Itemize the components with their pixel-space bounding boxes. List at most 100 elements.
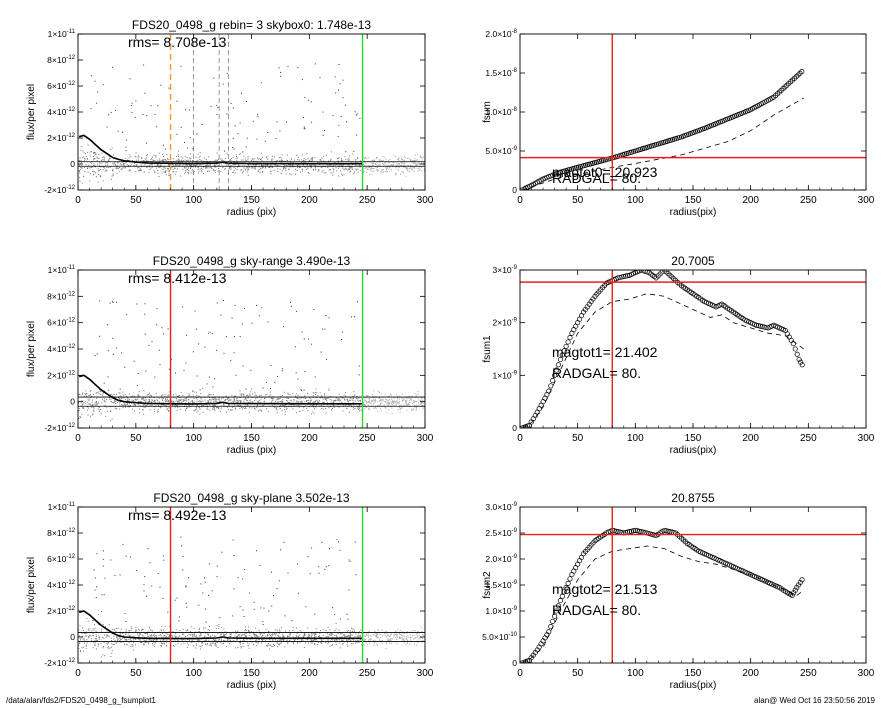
scatter-point [320,638,322,640]
scatter-point [310,401,311,403]
scatter-point [274,406,276,408]
rms-annotation: rms= 8.708e-13 [128,34,227,50]
scatter-outlier [121,352,122,354]
scatter-point [196,405,198,406]
scatter-point [99,164,101,166]
scatter-point [164,635,166,636]
scatter-point [218,407,220,409]
scatter-point [115,628,117,629]
scatter-point [94,401,96,403]
scatter-point [276,401,278,403]
scatter-point [334,630,336,631]
scatter-point [191,165,193,166]
scatter-point [205,161,207,163]
scatter-outlier [160,84,162,86]
scatter-point [277,168,279,170]
scatter-point [128,164,130,166]
scatter-point [330,169,331,170]
scatter-point [126,164,128,166]
scatter-point [189,634,191,636]
scatter-point [316,404,317,406]
scatter-point [106,170,108,171]
scatter-point [348,411,350,413]
scatter-point [91,406,93,408]
scatter-point [323,393,325,395]
scatter-point [179,164,181,166]
scatter-point [195,647,197,649]
scatter-point [214,639,216,641]
scatter-point [185,167,187,169]
scatter-point [405,167,407,169]
scatter-point [106,643,108,645]
scatter-point [245,632,247,634]
scatter-point [193,395,194,397]
scatter-point [81,405,83,407]
scatter-point [154,171,156,173]
scatter-outlier [245,101,247,102]
scatter-point [168,168,170,169]
scatter-point [122,404,124,406]
scatter-outlier [351,316,352,318]
scatter-point [236,156,237,157]
scatter-point [406,642,408,644]
scatter-point [279,407,281,409]
scatter-point [291,400,293,402]
y-tick-label: 8×10-12 [47,291,75,301]
scatter-point [240,642,242,644]
scatter-point [271,399,273,401]
scatter-point [236,636,237,638]
scatter-point [416,163,418,165]
scatter-point [297,639,299,641]
scatter-point [196,636,198,638]
scatter-point [163,636,165,638]
scatter-point [139,639,141,641]
scatter-point [245,407,247,409]
scatter-point [313,412,315,414]
scatter-point [299,629,301,631]
scatter-outlier [170,359,172,361]
scatter-point [187,642,188,644]
scatter-point [379,404,381,406]
scatter-point [251,402,253,404]
scatter-point [274,629,276,631]
scatter-point [114,408,116,410]
scatter-point [193,171,195,172]
scatter-point [190,157,192,159]
scatter-point [338,157,340,159]
scatter-point [321,166,323,168]
scatter-point [368,639,369,641]
scatter-point [265,157,267,158]
scatter-point [262,166,264,168]
scatter-point [307,410,309,412]
scatter-outlier [237,133,239,135]
scatter-point [121,164,123,166]
scatter-point [275,634,277,636]
scatter-point [332,174,334,176]
scatter-point [196,394,198,396]
scatter-point [372,164,374,166]
scatter-point [274,639,276,641]
scatter-point [307,167,309,169]
scatter-point [190,172,192,174]
scatter-point [237,166,239,168]
scatter-point [335,644,337,646]
scatter-point [104,390,106,392]
scatter-point [118,397,119,399]
scatter-point [245,634,247,636]
scatter-point [255,164,257,165]
scatter-point [385,168,387,170]
scatter-point [78,629,80,631]
scatter-point [396,400,398,402]
scatter-outlier [322,134,324,136]
scatter-point [352,643,354,645]
scatter-point [215,400,217,402]
scatter-point [269,167,271,169]
scatter-point [187,407,189,409]
scatter-outlier [156,324,158,326]
scatter-point [243,167,245,169]
scatter-point [90,155,92,157]
scatter-outlier [188,109,190,111]
scatter-point [219,158,221,160]
scatter-outlier [354,316,356,318]
scatter-point [124,403,126,405]
